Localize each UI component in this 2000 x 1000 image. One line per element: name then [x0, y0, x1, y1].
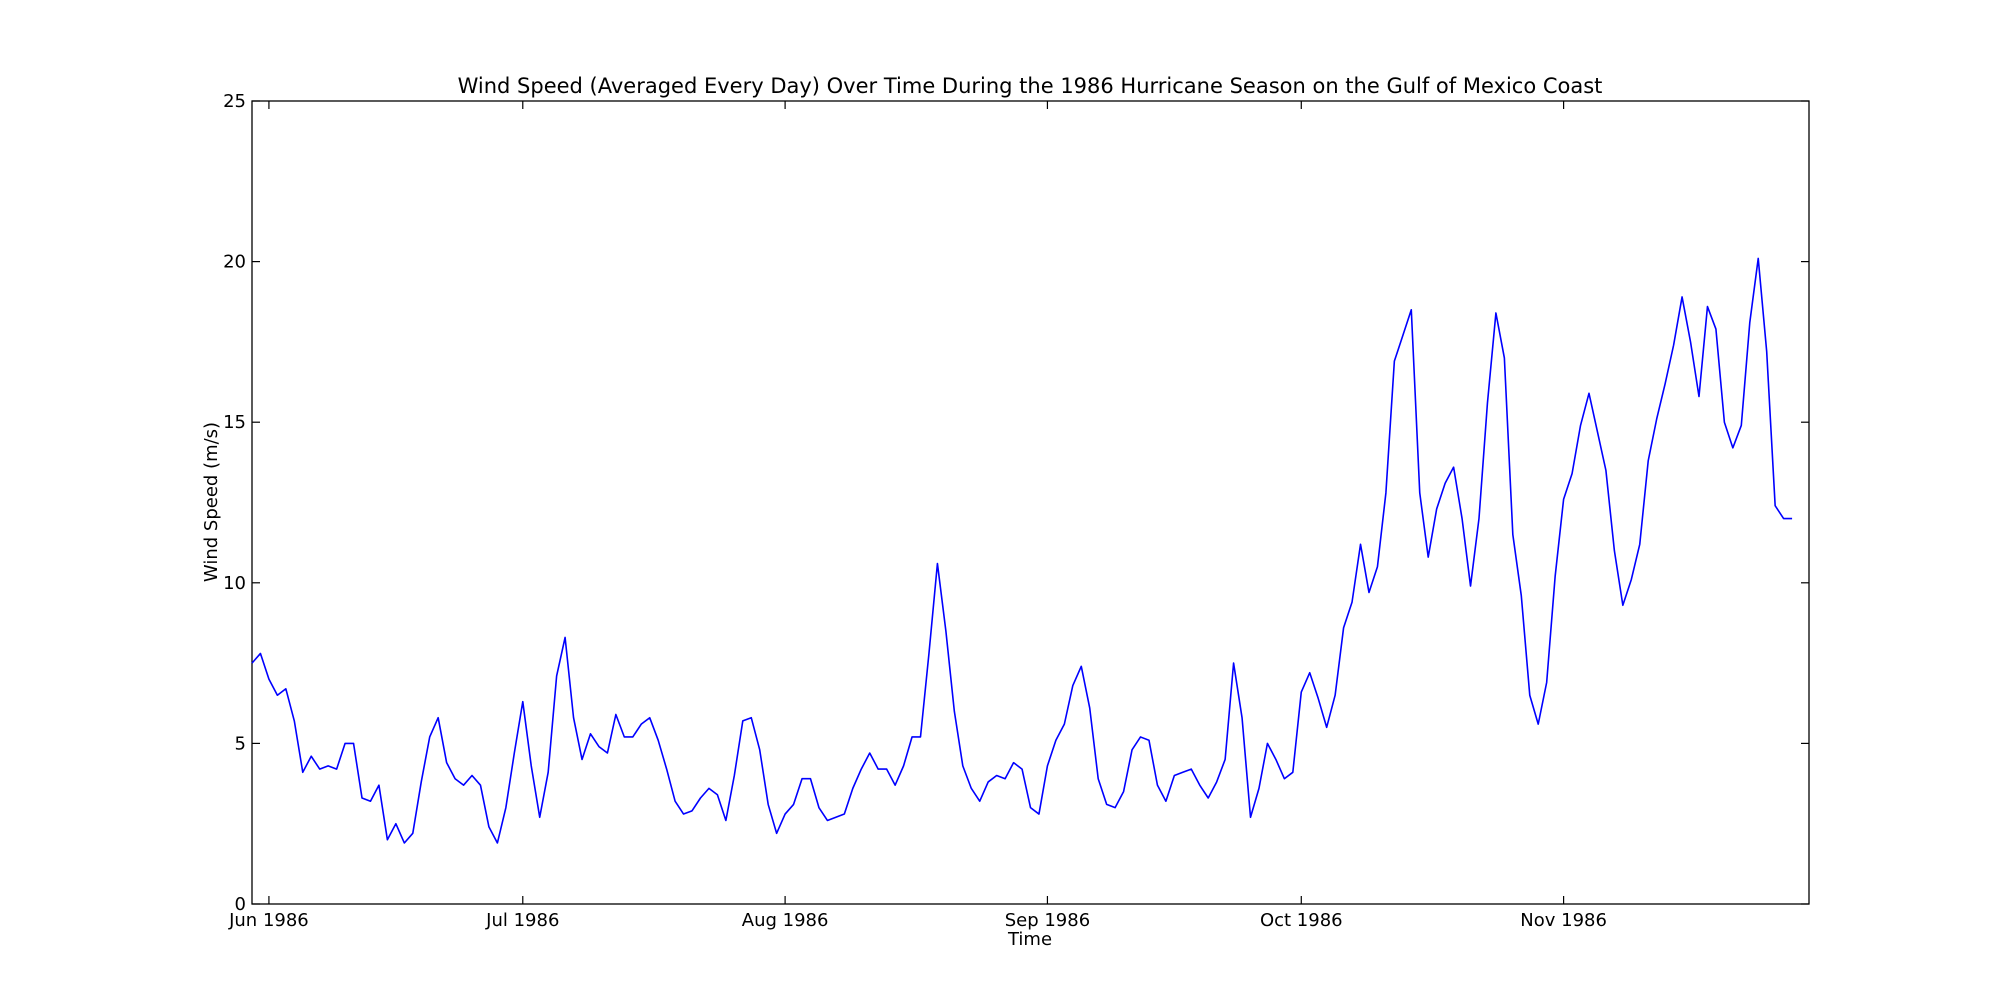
x-tick-label: Nov 1986 [1520, 910, 1607, 931]
x-tick-label: Jul 1986 [485, 910, 559, 931]
x-axis-title: Time [1007, 929, 1052, 950]
plot-area-frame [251, 100, 1810, 905]
x-tick-label: Oct 1986 [1260, 910, 1343, 931]
series-group [251, 257, 1793, 844]
y-tick-label: 0 [235, 894, 246, 915]
x-tick-label: Jun 1986 [228, 910, 309, 931]
chart-title: Wind Speed (Averaged Every Day) Over Tim… [458, 74, 1603, 98]
y-axis: 0 5 10 15 20 25 [223, 91, 1809, 915]
y-tick-label: 20 [223, 252, 246, 273]
x-tick-label: Sep 1986 [1005, 910, 1090, 931]
wind-speed-series-line [251, 257, 1793, 844]
y-tick-label: 5 [235, 733, 246, 754]
x-axis: Jun 1986 Jul 1986 Aug 1986 Sep 1986 Oct 1986… [228, 101, 1607, 931]
x-tick-label: Aug 1986 [742, 910, 829, 931]
y-axis-title: Wind Speed (m/s) [201, 422, 222, 582]
y-tick-label: 10 [223, 573, 246, 594]
y-tick-label: 25 [223, 91, 246, 112]
y-tick-label: 15 [223, 412, 246, 433]
